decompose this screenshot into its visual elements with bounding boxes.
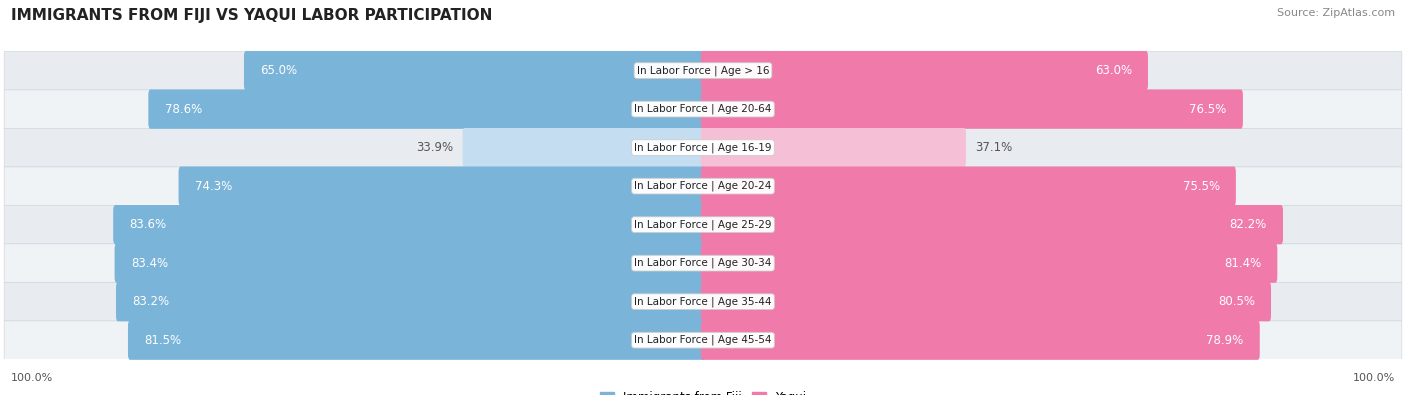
FancyBboxPatch shape: [114, 244, 706, 283]
FancyBboxPatch shape: [115, 282, 706, 321]
Text: Source: ZipAtlas.com: Source: ZipAtlas.com: [1277, 8, 1395, 18]
FancyBboxPatch shape: [702, 205, 1284, 244]
Text: In Labor Force | Age 20-64: In Labor Force | Age 20-64: [634, 104, 772, 115]
Text: 75.5%: 75.5%: [1182, 180, 1220, 193]
FancyBboxPatch shape: [114, 205, 706, 244]
Text: In Labor Force | Age 16-19: In Labor Force | Age 16-19: [634, 142, 772, 153]
Text: 100.0%: 100.0%: [11, 373, 53, 383]
Text: 83.6%: 83.6%: [129, 218, 166, 231]
FancyBboxPatch shape: [702, 282, 1271, 321]
Text: 78.6%: 78.6%: [165, 103, 201, 116]
FancyBboxPatch shape: [4, 282, 1402, 321]
Text: In Labor Force | Age > 16: In Labor Force | Age > 16: [637, 65, 769, 76]
FancyBboxPatch shape: [4, 167, 1402, 205]
FancyBboxPatch shape: [4, 90, 1402, 128]
Text: 63.0%: 63.0%: [1095, 64, 1132, 77]
Text: 76.5%: 76.5%: [1189, 103, 1227, 116]
FancyBboxPatch shape: [4, 244, 1402, 282]
FancyBboxPatch shape: [702, 51, 1147, 90]
Text: In Labor Force | Age 20-24: In Labor Force | Age 20-24: [634, 181, 772, 192]
FancyBboxPatch shape: [179, 167, 706, 206]
FancyBboxPatch shape: [463, 128, 706, 167]
FancyBboxPatch shape: [149, 90, 706, 129]
Text: In Labor Force | Age 25-29: In Labor Force | Age 25-29: [634, 219, 772, 230]
Text: IMMIGRANTS FROM FIJI VS YAQUI LABOR PARTICIPATION: IMMIGRANTS FROM FIJI VS YAQUI LABOR PART…: [11, 8, 492, 23]
Text: 83.4%: 83.4%: [131, 257, 167, 270]
Text: 80.5%: 80.5%: [1218, 295, 1256, 308]
Text: 78.9%: 78.9%: [1206, 334, 1244, 347]
Text: 100.0%: 100.0%: [1353, 373, 1395, 383]
FancyBboxPatch shape: [702, 321, 1260, 360]
Text: 65.0%: 65.0%: [260, 64, 297, 77]
Text: 83.2%: 83.2%: [132, 295, 169, 308]
Text: 82.2%: 82.2%: [1230, 218, 1267, 231]
Text: 37.1%: 37.1%: [976, 141, 1012, 154]
FancyBboxPatch shape: [4, 321, 1402, 359]
Text: In Labor Force | Age 35-44: In Labor Force | Age 35-44: [634, 296, 772, 307]
Text: 33.9%: 33.9%: [416, 141, 453, 154]
Text: In Labor Force | Age 45-54: In Labor Force | Age 45-54: [634, 335, 772, 346]
Legend: Immigrants from Fiji, Yaqui: Immigrants from Fiji, Yaqui: [595, 387, 811, 395]
FancyBboxPatch shape: [4, 205, 1402, 244]
Text: In Labor Force | Age 30-34: In Labor Force | Age 30-34: [634, 258, 772, 269]
FancyBboxPatch shape: [4, 128, 1402, 167]
Text: 81.5%: 81.5%: [145, 334, 181, 347]
FancyBboxPatch shape: [702, 244, 1277, 283]
Text: 81.4%: 81.4%: [1225, 257, 1261, 270]
FancyBboxPatch shape: [245, 51, 706, 90]
FancyBboxPatch shape: [702, 128, 966, 167]
FancyBboxPatch shape: [702, 167, 1236, 206]
Text: 74.3%: 74.3%: [194, 180, 232, 193]
FancyBboxPatch shape: [128, 321, 706, 360]
FancyBboxPatch shape: [702, 90, 1243, 129]
FancyBboxPatch shape: [4, 51, 1402, 90]
